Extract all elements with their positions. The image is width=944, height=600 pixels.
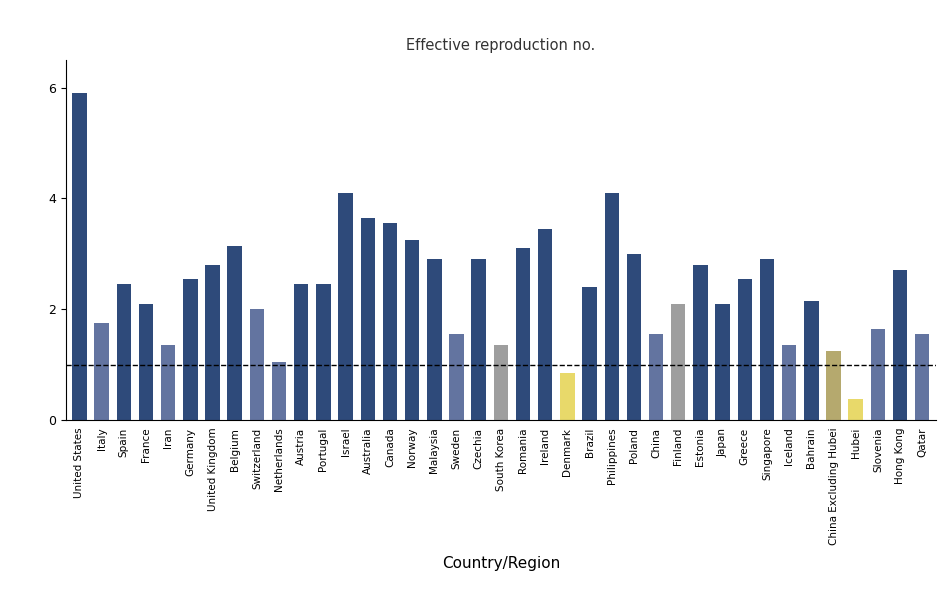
Bar [759,259,773,420]
Bar [825,351,840,420]
Bar [139,304,153,420]
Bar [582,287,597,420]
Bar [715,304,729,420]
Bar [427,259,441,420]
Bar [382,223,396,420]
Bar [515,248,530,420]
Bar [848,399,862,420]
Bar [205,265,220,420]
Bar [914,334,929,420]
Bar [869,329,885,420]
Bar [116,284,131,420]
Bar [693,265,707,420]
Bar [892,271,906,420]
Bar [737,279,751,420]
Bar [249,309,263,420]
Bar [338,193,352,420]
Bar [72,93,87,420]
Bar [626,254,640,420]
Bar [803,301,818,420]
Text: Effective reproduction no.: Effective reproduction no. [406,38,595,53]
Bar [94,323,109,420]
Bar [183,279,197,420]
Bar [160,345,176,420]
Bar [781,345,796,420]
X-axis label: Country/Region: Country/Region [441,556,560,571]
Bar [493,345,508,420]
Bar [404,240,419,420]
Bar [670,304,684,420]
Bar [361,218,375,420]
Bar [604,193,618,420]
Bar [471,259,485,420]
Bar [316,284,330,420]
Bar [272,362,286,420]
Bar [294,284,308,420]
Bar [560,373,574,420]
Bar [448,334,464,420]
Bar [649,334,663,420]
Bar [537,229,552,420]
Bar [228,245,242,420]
